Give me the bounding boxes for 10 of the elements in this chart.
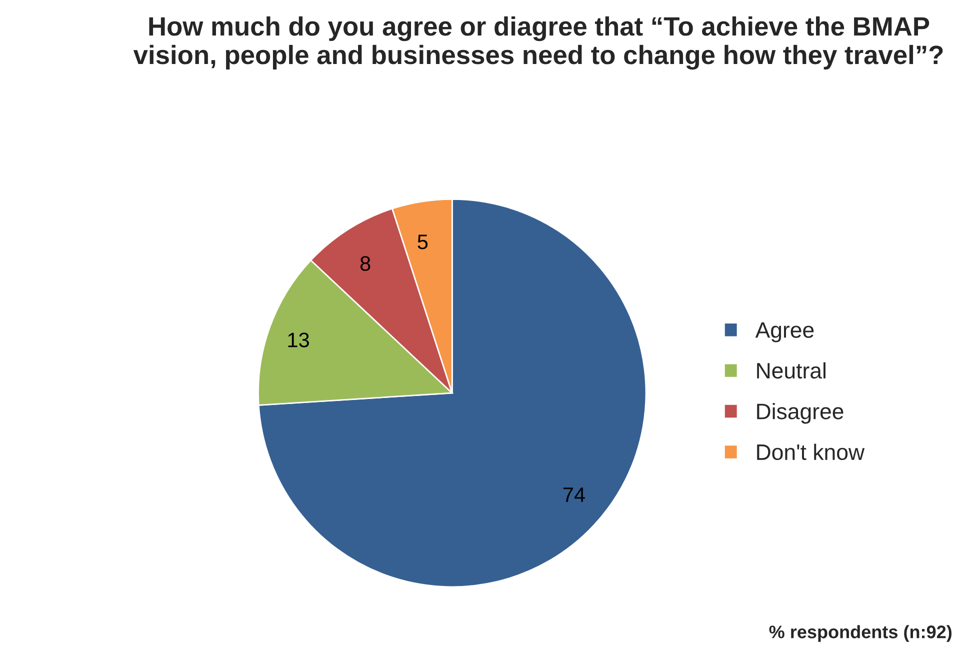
chart-title: How much do you agree or diagree that “To achieve the BMAP vision, people and businesses need to change how they travel”?	[133, 16, 943, 70]
data-label: 5	[418, 234, 428, 250]
legend-label: Neutral	[757, 362, 826, 379]
legend-label: Agree	[755, 322, 814, 342]
legend-label: Disagree	[757, 403, 844, 424]
data-label: 74	[563, 488, 585, 502]
legend-label: Don't know	[757, 444, 865, 460]
data-label: 8	[360, 256, 370, 271]
data-label: 13	[288, 332, 309, 348]
text: % respondents (n:92)	[769, 625, 952, 642]
